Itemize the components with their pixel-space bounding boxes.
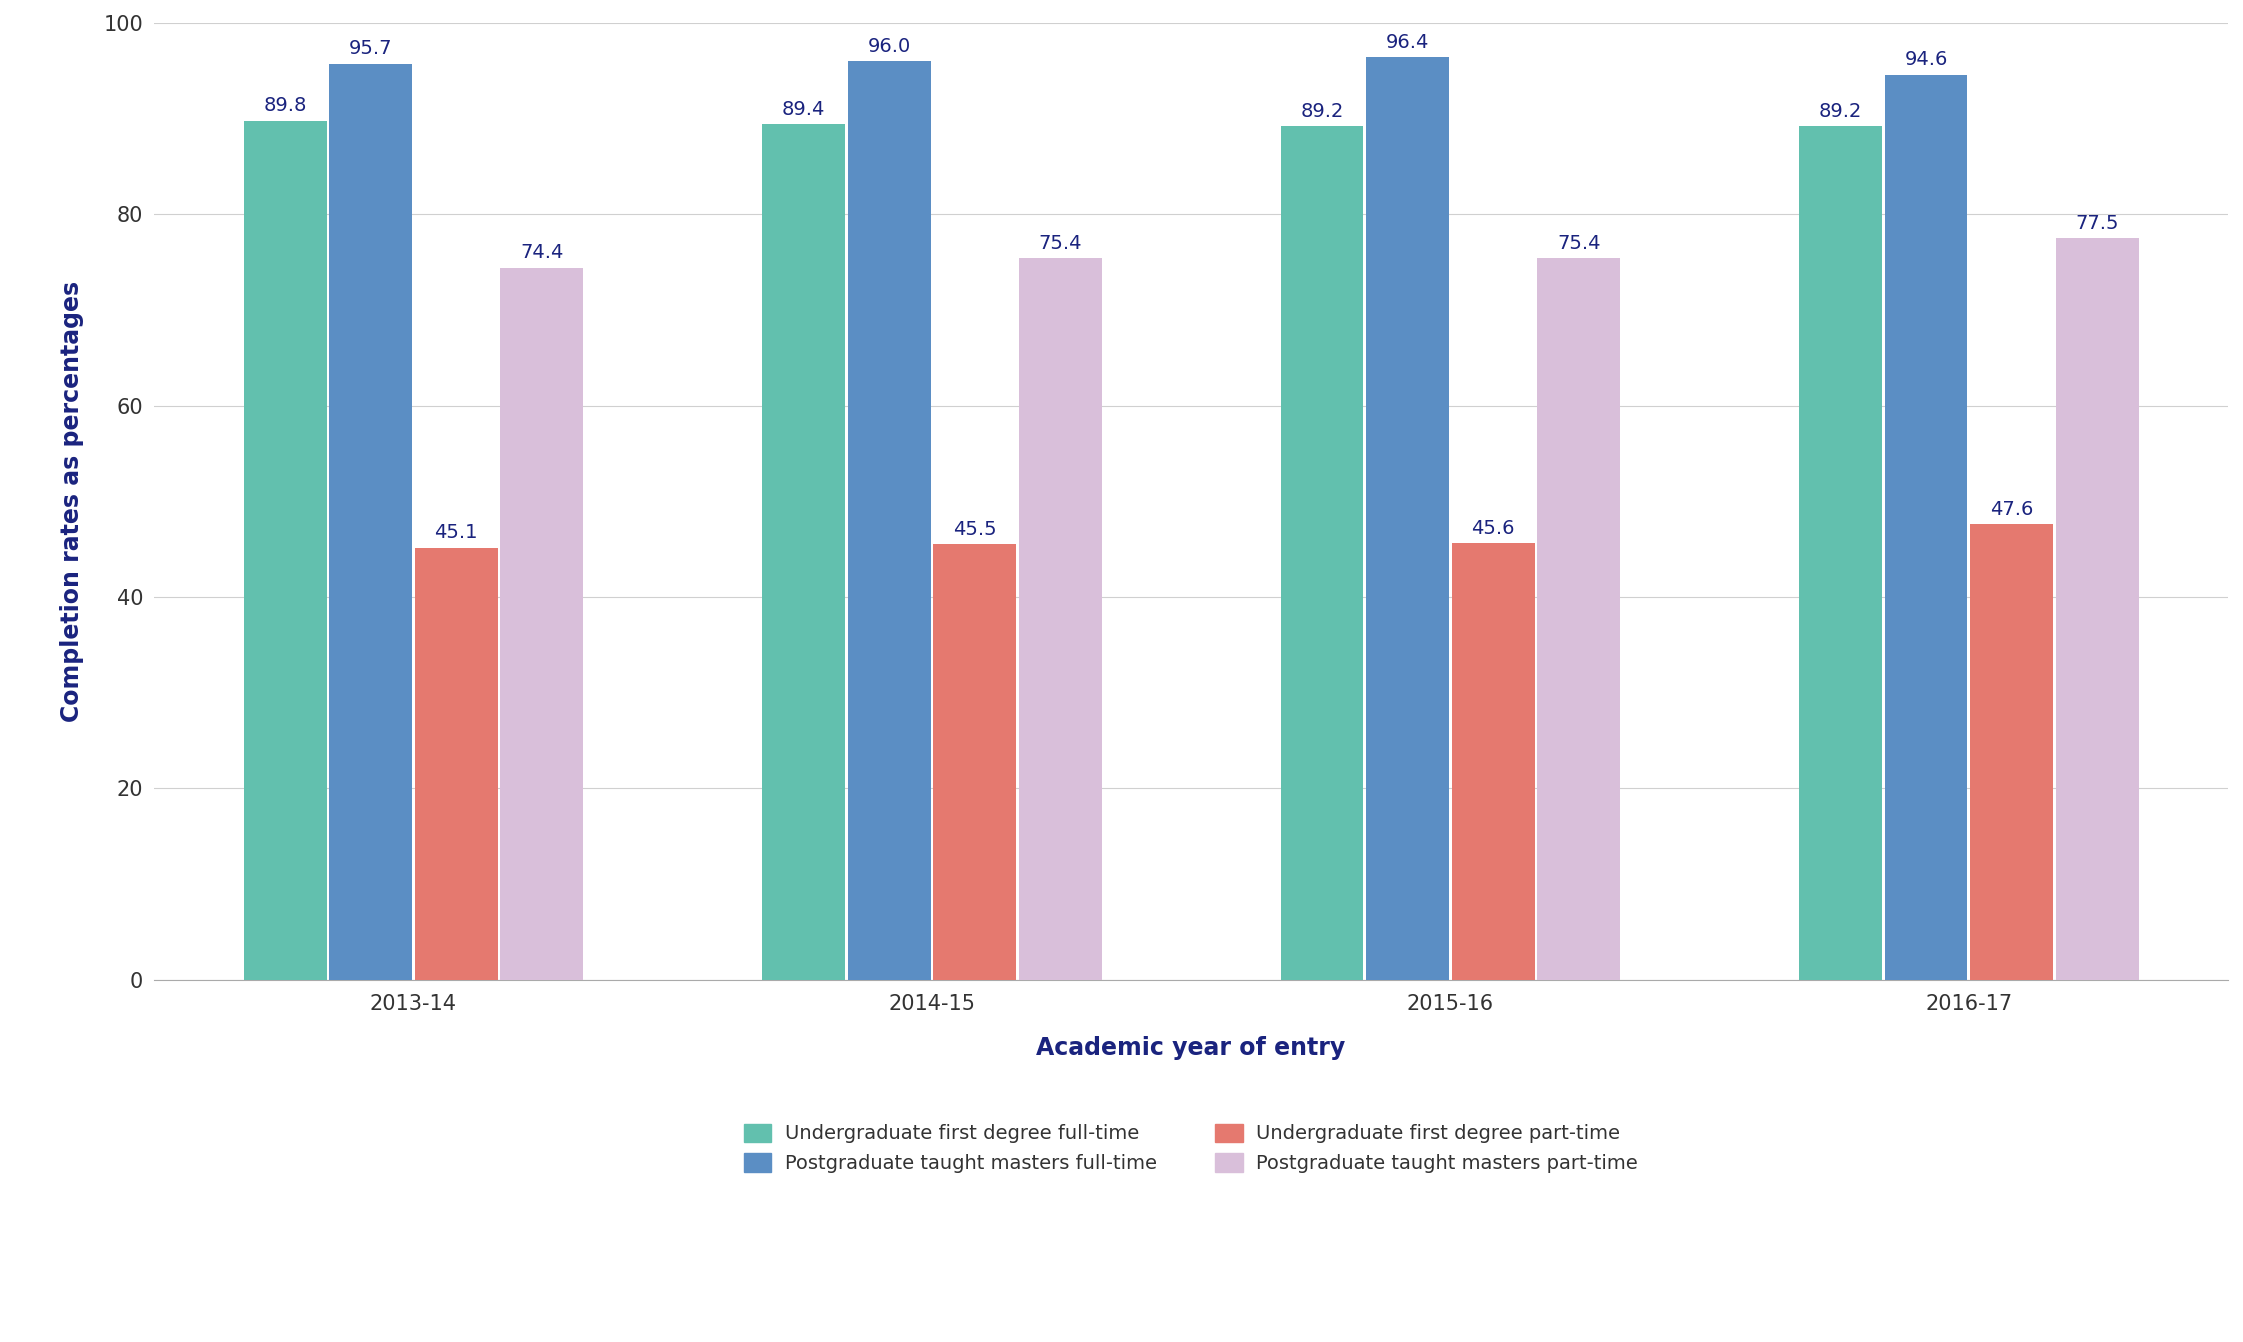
Text: 75.4: 75.4 [1557, 234, 1602, 252]
Text: 89.2: 89.2 [1819, 102, 1862, 121]
Bar [848, 62, 931, 980]
Bar [1366, 58, 1449, 980]
Bar [1884, 75, 1967, 980]
Text: 74.4: 74.4 [520, 243, 563, 262]
Bar [1451, 544, 1534, 980]
Text: 45.5: 45.5 [953, 519, 996, 538]
Text: 96.0: 96.0 [868, 36, 911, 55]
X-axis label: Academic year of entry: Academic year of entry [1036, 1036, 1346, 1060]
Y-axis label: Completion rates as percentages: Completion rates as percentages [61, 280, 83, 722]
Legend: Undergraduate first degree full-time, Postgraduate taught masters full-time, Und: Undergraduate first degree full-time, Po… [733, 1114, 1649, 1182]
Text: 89.4: 89.4 [783, 99, 825, 118]
Text: 77.5: 77.5 [2075, 213, 2120, 232]
Bar [1799, 126, 1882, 980]
Text: 94.6: 94.6 [1904, 50, 1947, 68]
Text: 96.4: 96.4 [1386, 32, 1429, 52]
Bar [1969, 525, 2052, 980]
Text: 75.4: 75.4 [1039, 234, 1081, 252]
Bar [763, 125, 846, 980]
Bar [1281, 126, 1364, 980]
Bar [2055, 239, 2138, 980]
Text: 89.8: 89.8 [262, 95, 307, 115]
Bar [1536, 259, 1619, 980]
Bar [933, 545, 1016, 980]
Text: 95.7: 95.7 [350, 39, 393, 59]
Text: 47.6: 47.6 [1990, 499, 2032, 518]
Text: 45.1: 45.1 [435, 523, 478, 542]
Bar [330, 64, 413, 980]
Bar [244, 121, 327, 980]
Text: 45.6: 45.6 [1471, 519, 1514, 538]
Bar [415, 549, 498, 980]
Bar [1018, 259, 1101, 980]
Text: 89.2: 89.2 [1301, 102, 1344, 121]
Bar [500, 268, 583, 980]
